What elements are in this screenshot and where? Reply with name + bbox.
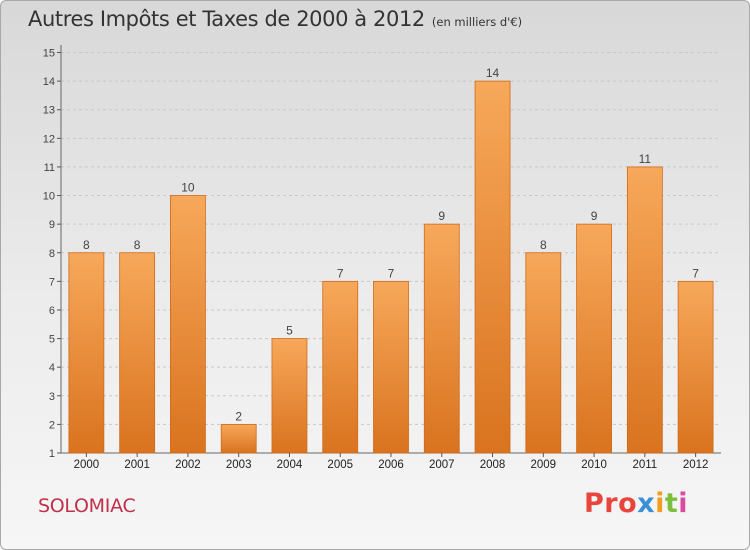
bar-value-label: 2 [235, 409, 242, 423]
y-tick-label: 3 [49, 391, 55, 403]
bar [626, 166, 663, 454]
bar-value-label: 8 [83, 238, 90, 252]
bar [423, 223, 460, 454]
y-tick-label: 10 [43, 191, 55, 203]
bar-value-label: 7 [388, 266, 395, 280]
x-tick-label: 2007 [429, 459, 455, 471]
bar [68, 252, 105, 454]
x-tick-label: 2006 [378, 459, 404, 471]
chart-title: Autres Impôts et Taxes de 2000 à 2012 (en… [28, 7, 522, 31]
bar [373, 280, 409, 454]
x-tick-label: 2004 [277, 459, 303, 471]
y-tick-label: 8 [49, 248, 55, 260]
commune-name: SOLOMIAC [38, 495, 136, 517]
x-tick-label: 2000 [74, 459, 100, 471]
bar-value-label: 8 [134, 238, 141, 252]
x-tick-label: 2002 [175, 459, 201, 471]
y-tick-label: 11 [44, 162, 55, 174]
bar [525, 252, 562, 454]
bar [322, 280, 359, 454]
bar [271, 338, 308, 454]
bar-value-label: 7 [337, 266, 344, 280]
bar [474, 80, 511, 454]
bar-value-label: 10 [181, 181, 195, 195]
bar [170, 195, 206, 454]
y-tick-label: 13 [43, 105, 55, 117]
y-tick-label: 6 [49, 305, 55, 317]
bar [119, 252, 156, 454]
bar-value-label: 9 [591, 209, 598, 223]
y-tick-label: 1 [49, 448, 55, 460]
x-tick-label: 2008 [480, 459, 506, 471]
y-tick-label: 5 [49, 334, 55, 346]
y-tick-label: 12 [43, 133, 55, 145]
bar [576, 223, 612, 454]
y-tick-label: 2 [49, 419, 55, 431]
proxiti-logo[interactable]: Proxiti [584, 488, 689, 519]
bar-value-label: 5 [286, 324, 293, 338]
y-tick-label: 9 [49, 219, 55, 231]
chart-subtitle: (en milliers d'€) [431, 15, 523, 29]
x-tick-label: 2003 [226, 459, 252, 471]
x-tick-label: 2010 [581, 459, 607, 471]
x-tick-label: 2011 [632, 459, 657, 471]
x-tick-label: 2012 [683, 459, 709, 471]
bar [677, 280, 714, 454]
bar [220, 423, 257, 454]
y-tick-label: 14 [43, 76, 55, 88]
y-tick-label: 15 [43, 48, 55, 60]
bar-value-label: 8 [540, 238, 547, 252]
bar-value-label: 9 [438, 209, 445, 223]
chart-title-text: Autres Impôts et Taxes de 2000 à 2012 [28, 7, 425, 31]
bar-value-label: 11 [639, 152, 652, 166]
bar-value-label: 7 [692, 266, 699, 280]
x-tick-label: 2001 [124, 459, 150, 471]
bar-value-label: 14 [486, 66, 500, 80]
y-tick-label: 4 [49, 362, 55, 374]
x-tick-label: 2005 [327, 459, 353, 471]
x-tick-label: 2009 [531, 459, 557, 471]
y-tick-label: 7 [49, 276, 55, 288]
